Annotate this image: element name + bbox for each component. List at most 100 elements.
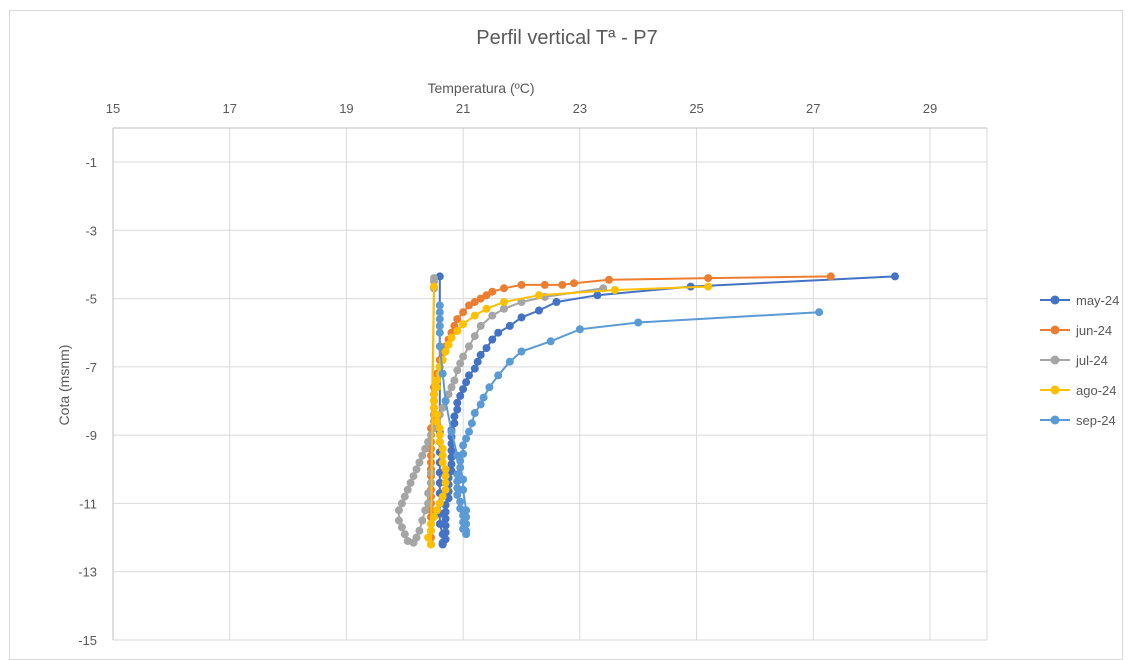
- data-point-ago-24: [441, 478, 450, 487]
- data-point-jul-24: [459, 352, 468, 361]
- data-point-jun-24: [488, 287, 497, 296]
- data-point-may-24: [473, 357, 482, 366]
- y-tick-label: -3: [85, 223, 97, 238]
- data-point-sep-24: [453, 451, 462, 460]
- data-point-ago-24: [430, 403, 438, 412]
- legend-marker-jun-24: [1050, 325, 1060, 335]
- data-point-jul-24: [450, 376, 459, 385]
- data-point-ago-24: [610, 286, 619, 294]
- data-point-sep-24: [435, 301, 444, 310]
- data-point-jul-24: [418, 451, 427, 460]
- legend-label-jul-24: jul-24: [1075, 353, 1108, 368]
- data-point-jun-24: [459, 308, 468, 317]
- data-point-jul-24: [500, 304, 508, 313]
- data-point-ago-24: [459, 320, 468, 329]
- x-tick-label: 29: [923, 101, 937, 116]
- legend: may-24 jun-24 jul-24 ago-24 sep-24: [1040, 293, 1119, 428]
- data-point-ago-24: [453, 327, 462, 335]
- data-point-may-24: [435, 519, 444, 528]
- data-point-sep-24: [575, 325, 584, 334]
- data-point-ago-24: [447, 333, 456, 342]
- data-point-sep-24: [517, 347, 526, 356]
- data-point-ago-24: [435, 431, 444, 440]
- legend-marker-jul-24: [1050, 355, 1060, 365]
- data-point-ago-24: [435, 424, 444, 433]
- data-point-jul-24: [453, 366, 462, 375]
- data-point-jul-24: [415, 458, 424, 467]
- chart-title: Perfil vertical Tª - P7: [476, 27, 658, 49]
- data-point-jul-24: [418, 516, 427, 525]
- data-point-ago-24: [427, 519, 435, 528]
- y-axis-title: Cota (msnm): [56, 345, 72, 426]
- data-point-may-24: [453, 405, 462, 414]
- y-tick-label: -5: [85, 292, 97, 307]
- data-point-jul-24: [424, 438, 433, 446]
- data-point-sep-24: [459, 485, 468, 494]
- data-point-jul-24: [409, 472, 418, 481]
- data-point-jul-24: [421, 444, 430, 453]
- data-point-may-24: [438, 530, 447, 539]
- data-point-ago-24: [535, 291, 543, 300]
- data-point-sep-24: [465, 427, 473, 436]
- data-point-jul-24: [444, 390, 453, 399]
- data-point-may-24: [535, 306, 543, 315]
- data-point-jul-24: [465, 342, 473, 351]
- data-point-may-24: [435, 468, 444, 477]
- data-point-jul-24: [438, 403, 447, 412]
- data-point-sep-24: [634, 318, 643, 327]
- legend-label-ago-24: ago-24: [1076, 383, 1116, 398]
- data-point-jul-24: [397, 499, 406, 508]
- data-point-jul-24: [447, 383, 456, 392]
- x-tick-label: 17: [222, 101, 236, 116]
- data-point-ago-24: [424, 533, 433, 542]
- data-point-may-24: [450, 419, 459, 428]
- data-point-sep-24: [438, 369, 447, 378]
- data-point-may-24: [470, 364, 479, 373]
- data-point-jul-24: [456, 359, 465, 368]
- data-point-sep-24: [435, 315, 444, 324]
- data-point-ago-24: [432, 417, 441, 426]
- data-point-sep-24: [462, 513, 471, 522]
- data-point-ago-24: [704, 282, 713, 291]
- data-point-may-24: [438, 540, 447, 549]
- data-point-ago-24: [430, 390, 438, 399]
- data-point-sep-24: [462, 506, 471, 515]
- data-point-sep-24: [456, 463, 465, 472]
- data-point-jul-24: [394, 506, 403, 515]
- data-point-ago-24: [430, 513, 438, 522]
- data-point-jun-24: [605, 275, 613, 284]
- data-point-jun-24: [482, 291, 491, 300]
- tick-labels: 15 17 19 21 23 25 27 29 -1 -3 -5 -7 -9 -11 -13 -15: [78, 101, 937, 648]
- data-point-jul-24: [412, 465, 421, 474]
- data-point-may-24: [552, 298, 561, 306]
- y-tick-label: -15: [78, 633, 97, 648]
- y-tick-label: -7: [85, 360, 97, 375]
- y-tick-label: -9: [85, 428, 97, 443]
- series-line-ago-24: [427, 285, 709, 545]
- data-point-jun-24: [465, 301, 473, 310]
- series-line-may-24: [438, 275, 896, 545]
- y-tick-label: -1: [85, 155, 97, 170]
- legend-label-may-24: may-24: [1076, 293, 1119, 308]
- data-point-sep-24: [435, 328, 444, 337]
- data-point-jul-24: [476, 321, 485, 330]
- data-point-jun-24: [470, 298, 479, 306]
- data-point-jul-24: [397, 523, 406, 532]
- data-point-jul-24: [403, 485, 412, 494]
- legend-label-jun-24: jun-24: [1075, 323, 1112, 338]
- data-point-jul-24: [488, 311, 497, 320]
- data-point-may-24: [435, 478, 444, 487]
- x-tick-label: 25: [689, 101, 703, 116]
- data-point-ago-24: [441, 347, 450, 356]
- data-point-ago-24: [432, 383, 441, 392]
- data-point-may-24: [465, 371, 473, 380]
- data-point-sep-24: [435, 308, 444, 317]
- data-point-sep-24: [441, 397, 450, 405]
- data-point-sep-24: [479, 393, 488, 402]
- data-point-sep-24: [462, 519, 471, 528]
- data-point-ago-24: [441, 485, 450, 494]
- y-tick-label: -11: [79, 496, 97, 511]
- data-point-ago-24: [438, 492, 447, 501]
- data-point-ago-24: [438, 451, 447, 460]
- data-point-may-24: [453, 398, 462, 407]
